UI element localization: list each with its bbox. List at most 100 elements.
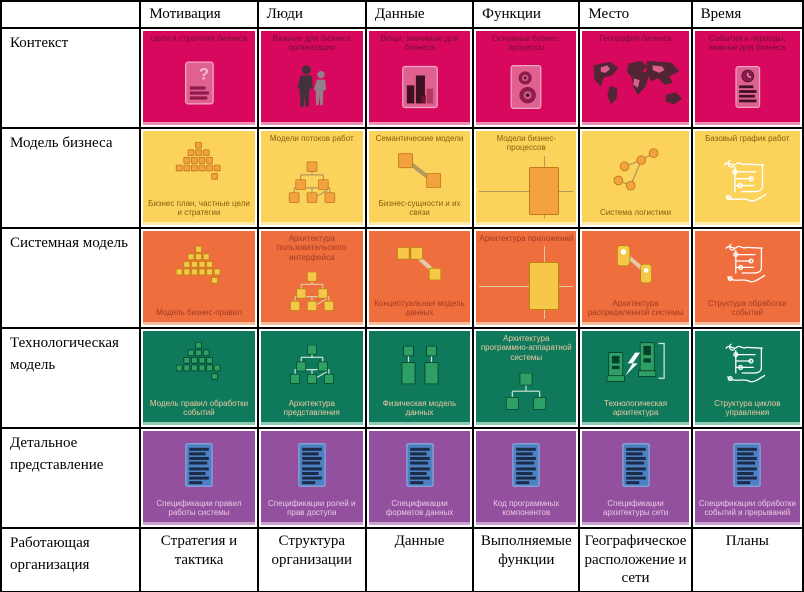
cell-bm-place: Система логистики bbox=[582, 130, 689, 225]
entity-trio-icon bbox=[396, 246, 441, 281]
column-header-time: Время bbox=[690, 0, 804, 29]
footer-cell-data: Данные bbox=[364, 526, 475, 592]
cell-sm-people: Архитектура пользовательского интерфейса bbox=[260, 230, 363, 325]
cell-label: Семантические модели bbox=[375, 133, 464, 143]
cell-label: Модели потоков работ bbox=[269, 133, 354, 143]
row-technology-model: Технологическая модель Модель правил обр… bbox=[0, 326, 804, 429]
cell-dt-people: Спецификации ролей и прав доступа bbox=[260, 430, 363, 525]
cell-label: Вещи, значимые для бизнеса bbox=[380, 33, 459, 53]
cell-sm-functions: Архитектура приложений bbox=[476, 230, 577, 325]
network-nodes-icon bbox=[613, 148, 658, 192]
footer-cell-place: Географическое расположение и сети bbox=[578, 526, 693, 592]
cell-label: Важные для бизнеса организации bbox=[272, 33, 351, 53]
cell-sm-place: Архитектура распределенной системы bbox=[582, 230, 689, 325]
row-label-context: Контекст bbox=[0, 26, 142, 129]
cell-context-functions: Основные бизнес-процессы bbox=[476, 30, 577, 125]
spec-document-icon bbox=[621, 442, 650, 487]
spec-document-icon bbox=[298, 442, 326, 487]
cell-label: Модель правил обработки событий bbox=[149, 398, 249, 418]
footer-cell-motivation: Стратегия и тактика bbox=[139, 526, 259, 592]
cell-label: Цели и стратегия бизнеса bbox=[150, 33, 248, 43]
row-label-business-model: Модель бизнеса bbox=[0, 126, 142, 229]
cell-label: Спецификации ролей и прав доступа bbox=[267, 498, 356, 518]
column-header-motivation: Мотивация bbox=[139, 0, 259, 29]
block-pyramid-icon bbox=[175, 141, 221, 180]
cell-dt-time: Спецификации обработки событий и прерыва… bbox=[694, 430, 800, 525]
cell-tm-time: Структура циклов управления bbox=[694, 330, 800, 425]
cell-context-motivation: Цели и стратегия бизнеса ? bbox=[143, 30, 255, 125]
cell-label: Модели бизнес-процессов bbox=[496, 133, 557, 153]
cell-tm-place: Технологическая архитектура bbox=[582, 330, 689, 425]
process-crosshair-icon bbox=[476, 243, 576, 321]
cell-bm-motivation: Бизнес план, частные цели и стратегии bbox=[143, 130, 255, 225]
cell-dt-place: Спецификации архитектуры сети bbox=[582, 430, 689, 525]
cell-context-time: События и периоды, важные для бизнеса bbox=[694, 30, 800, 125]
sketch-schedule-icon bbox=[725, 243, 766, 282]
spec-document-icon bbox=[185, 442, 213, 487]
cell-dt-functions: Код программных компонентов bbox=[476, 430, 577, 525]
cell-tm-people: Архитектура представления bbox=[260, 330, 363, 425]
cell-dt-motivation: Спецификации правил работы системы bbox=[143, 430, 255, 525]
row-business-model: Модель бизнеса Бизнес план, частные цели… bbox=[0, 126, 804, 229]
world-map-icon bbox=[592, 60, 682, 104]
cell-label: Основные бизнес-процессы bbox=[492, 33, 561, 53]
doc-clock-icon bbox=[735, 66, 761, 109]
computers-bolt-icon bbox=[606, 341, 665, 382]
cell-tm-data: Физическая модель данных bbox=[368, 330, 471, 425]
row-label-system-model: Системная модель bbox=[0, 226, 142, 329]
cell-label: Архитектура распределенной системы bbox=[587, 298, 684, 318]
row-label-detail: Детальное представление bbox=[0, 426, 142, 529]
cell-label: Технологическая архитектура bbox=[604, 398, 668, 418]
org-chart-icon bbox=[289, 344, 334, 384]
footer-cell-functions: Выполняемые функции bbox=[472, 526, 581, 592]
column-header-place: Место bbox=[578, 0, 693, 29]
svg-text:?: ? bbox=[199, 64, 209, 83]
spec-document-icon bbox=[405, 442, 434, 487]
cell-label: Физическая модель данных bbox=[382, 398, 457, 418]
footer-cell-time: Планы bbox=[690, 526, 804, 592]
spec-document-icon bbox=[512, 442, 540, 487]
cell-label: Архитектура представления bbox=[283, 398, 340, 418]
org-chart-icon bbox=[288, 161, 335, 203]
small-tree-icon bbox=[506, 373, 547, 411]
cell-label: Архитектура приложений bbox=[479, 233, 574, 243]
cell-context-data: Вещи, значимые для бизнеса bbox=[368, 30, 471, 125]
corner-cell bbox=[0, 0, 142, 29]
cell-label: Бизнес-сущности и их связи bbox=[378, 198, 461, 218]
cell-label: Архитектура пользовательского интерфейса bbox=[276, 233, 347, 262]
cell-sm-time: Структура обработки событий bbox=[694, 230, 800, 325]
cell-dt-data: Спецификации форматов данных bbox=[368, 430, 471, 525]
sketch-schedule-icon bbox=[725, 343, 766, 382]
cell-context-place: География бизнеса bbox=[582, 30, 689, 125]
column-header-people: Люди bbox=[256, 0, 367, 29]
cell-bm-functions: Модели бизнес-процессов bbox=[476, 130, 577, 225]
cell-label: Система логистики bbox=[599, 208, 672, 218]
cell-label: Спецификации архитектуры сети bbox=[602, 498, 669, 518]
cell-bm-people: Модели потоков работ bbox=[260, 130, 363, 225]
header-row: Мотивация Люди Данные Функции Место Врем… bbox=[0, 0, 804, 29]
cell-label: Базовый график работ bbox=[705, 133, 790, 143]
row-system-model: Системная модель Модель бизнес-правил Ар… bbox=[0, 226, 804, 329]
cell-sm-motivation: Модель бизнес-правил bbox=[143, 230, 255, 325]
row-detail: Детальное представление Спецификации пра… bbox=[0, 426, 804, 529]
cell-label: Архитектура программно-аппаратной систем… bbox=[480, 333, 572, 362]
column-header-data: Данные bbox=[364, 0, 475, 29]
cell-label: Спецификации обработки событий и прерыва… bbox=[698, 498, 796, 518]
entity-link-icon bbox=[397, 153, 441, 188]
distributed-nodes-icon bbox=[616, 244, 652, 283]
data-blocks-icon bbox=[401, 345, 438, 384]
sketch-schedule-icon bbox=[724, 159, 767, 202]
cell-label: Модель бизнес-правил bbox=[156, 308, 242, 318]
row-label-functioning-enterprise: Работающая организация bbox=[0, 526, 142, 592]
spec-document-icon bbox=[733, 442, 762, 487]
row-context: Контекст Цели и стратегия бизнеса ? Важн… bbox=[0, 26, 804, 129]
row-label-technology-model: Технологическая модель bbox=[0, 326, 142, 429]
cell-label: Код программных компонентов bbox=[493, 498, 560, 518]
column-header-functions: Функции bbox=[472, 0, 581, 29]
footer-cell-people: Структура организации bbox=[256, 526, 367, 592]
buildings-icon bbox=[401, 66, 438, 109]
doc-question-icon: ? bbox=[185, 61, 214, 105]
cell-label: Спецификации форматов данных bbox=[385, 498, 454, 518]
block-pyramid-icon bbox=[175, 341, 221, 380]
